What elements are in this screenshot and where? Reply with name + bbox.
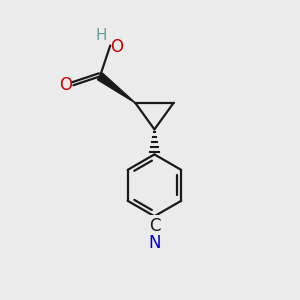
Text: H: H — [96, 28, 107, 43]
Text: C: C — [149, 217, 160, 235]
Polygon shape — [98, 73, 135, 103]
Text: O: O — [110, 38, 123, 56]
Text: N: N — [148, 234, 161, 252]
Text: O: O — [59, 76, 72, 94]
